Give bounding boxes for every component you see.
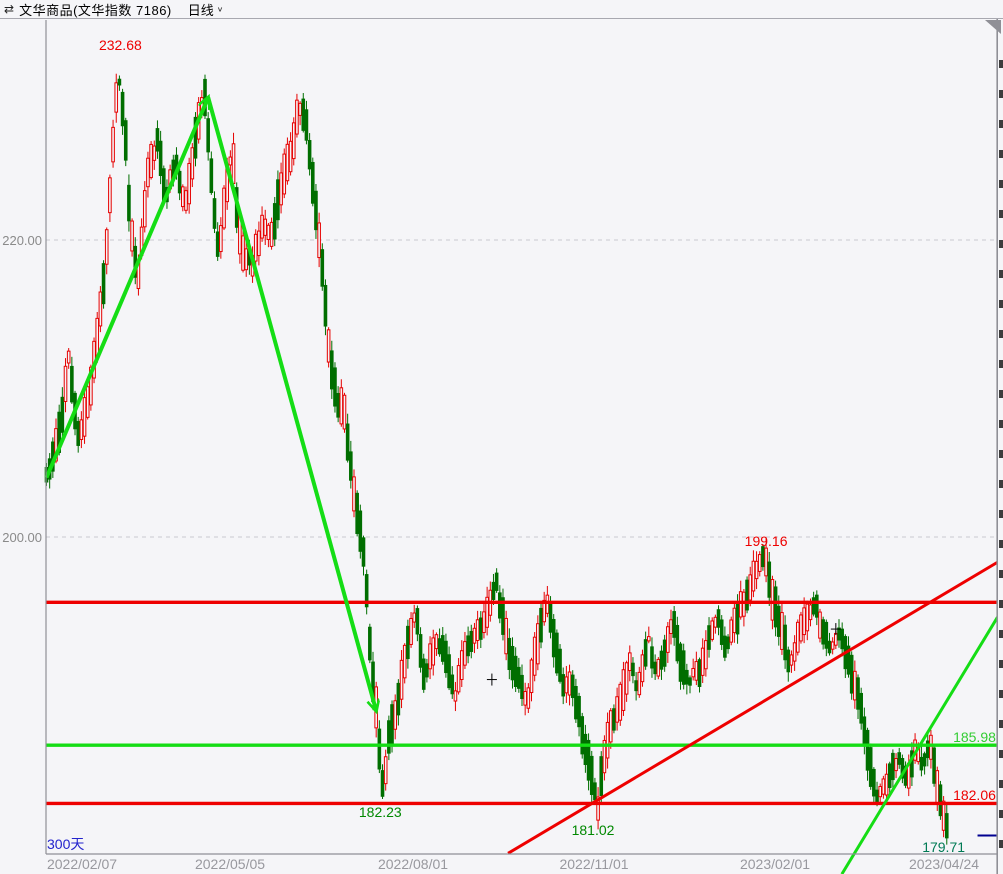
period-dropdown[interactable]: 日线 ∨ <box>188 0 224 19</box>
green-down-arrow <box>206 96 376 710</box>
x-axis-tick: 2022/05/05 <box>194 856 266 872</box>
window-days-label: 300天 <box>47 836 85 852</box>
green-rising-trendline <box>840 616 999 874</box>
x-axis-tick: 2022/08/01 <box>377 856 449 872</box>
title-bar: ⇄ 文华商品(文华指数 7186) 日线 ∨ <box>0 0 1003 19</box>
chart-title: 文华商品(文华指数 7186) <box>19 2 172 18</box>
y-axis-tick-220: 220.00 <box>2 233 42 248</box>
x-axis-tick: 2023/02/01 <box>739 856 811 872</box>
red-rising-trendline <box>507 560 999 855</box>
period-label: 日线 <box>187 2 214 18</box>
x-axis-tick: 2023/04/24 <box>908 856 980 872</box>
panel-resize-handle[interactable] <box>985 20 1001 34</box>
x-axis-tick: 2022/11/01 <box>559 856 629 872</box>
y-axis-tick-200: 200.00 <box>2 530 42 545</box>
green-up-arrow <box>44 97 209 479</box>
candles <box>44 73 949 845</box>
swap-arrows-icon[interactable]: ⇄ <box>4 2 15 16</box>
chevron-down-icon: ∨ <box>216 4 224 13</box>
right-panel-edge[interactable] <box>997 0 1003 874</box>
x-axis-tick: 2022/02/07 <box>46 856 118 872</box>
